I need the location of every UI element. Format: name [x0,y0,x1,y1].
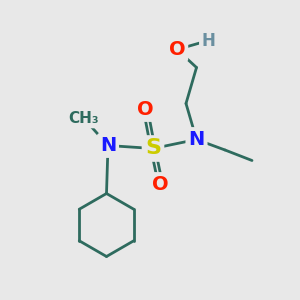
Text: CH₃: CH₃ [69,111,99,126]
Text: H: H [202,32,215,50]
Text: N: N [188,130,205,149]
Text: O: O [152,175,169,194]
Text: N: N [100,136,116,155]
Text: S: S [145,139,161,158]
Text: O: O [169,40,185,59]
Text: O: O [137,100,154,119]
